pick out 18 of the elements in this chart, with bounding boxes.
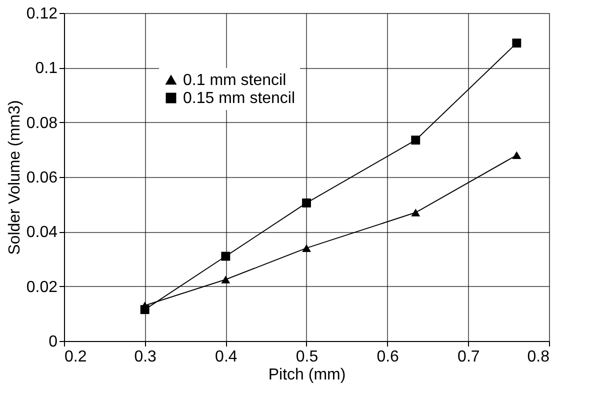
x-tick-label: 0.2 bbox=[64, 348, 87, 366]
x-tick-label: 0.8 bbox=[527, 348, 550, 366]
x-axis-title: Pitch (mm) bbox=[268, 366, 346, 384]
legend-label: 0.1 mm stencil bbox=[183, 72, 286, 89]
y-tick-label: 0.1 bbox=[35, 60, 58, 78]
x-tick-label: 0.5 bbox=[296, 348, 318, 366]
y-tick-label: 0 bbox=[48, 334, 58, 350]
y-tick-label: 0.06 bbox=[26, 170, 58, 186]
y-tick-label: 0.08 bbox=[26, 114, 58, 132]
y-tick-label: 0.12 bbox=[26, 6, 58, 22]
legend-label: 0.15 mm stencil bbox=[183, 90, 296, 107]
x-tick-label: 0.4 bbox=[215, 348, 238, 366]
x-tick-label: 0.7 bbox=[458, 348, 480, 366]
x-tick-label: 0.3 bbox=[134, 348, 157, 366]
y-tick-label: 0.04 bbox=[26, 224, 58, 242]
y-tick-label: 0.02 bbox=[26, 278, 58, 296]
x-tick-label: 0.6 bbox=[376, 348, 400, 366]
y-axis-title: Solder Volume (mm3) bbox=[6, 100, 24, 255]
